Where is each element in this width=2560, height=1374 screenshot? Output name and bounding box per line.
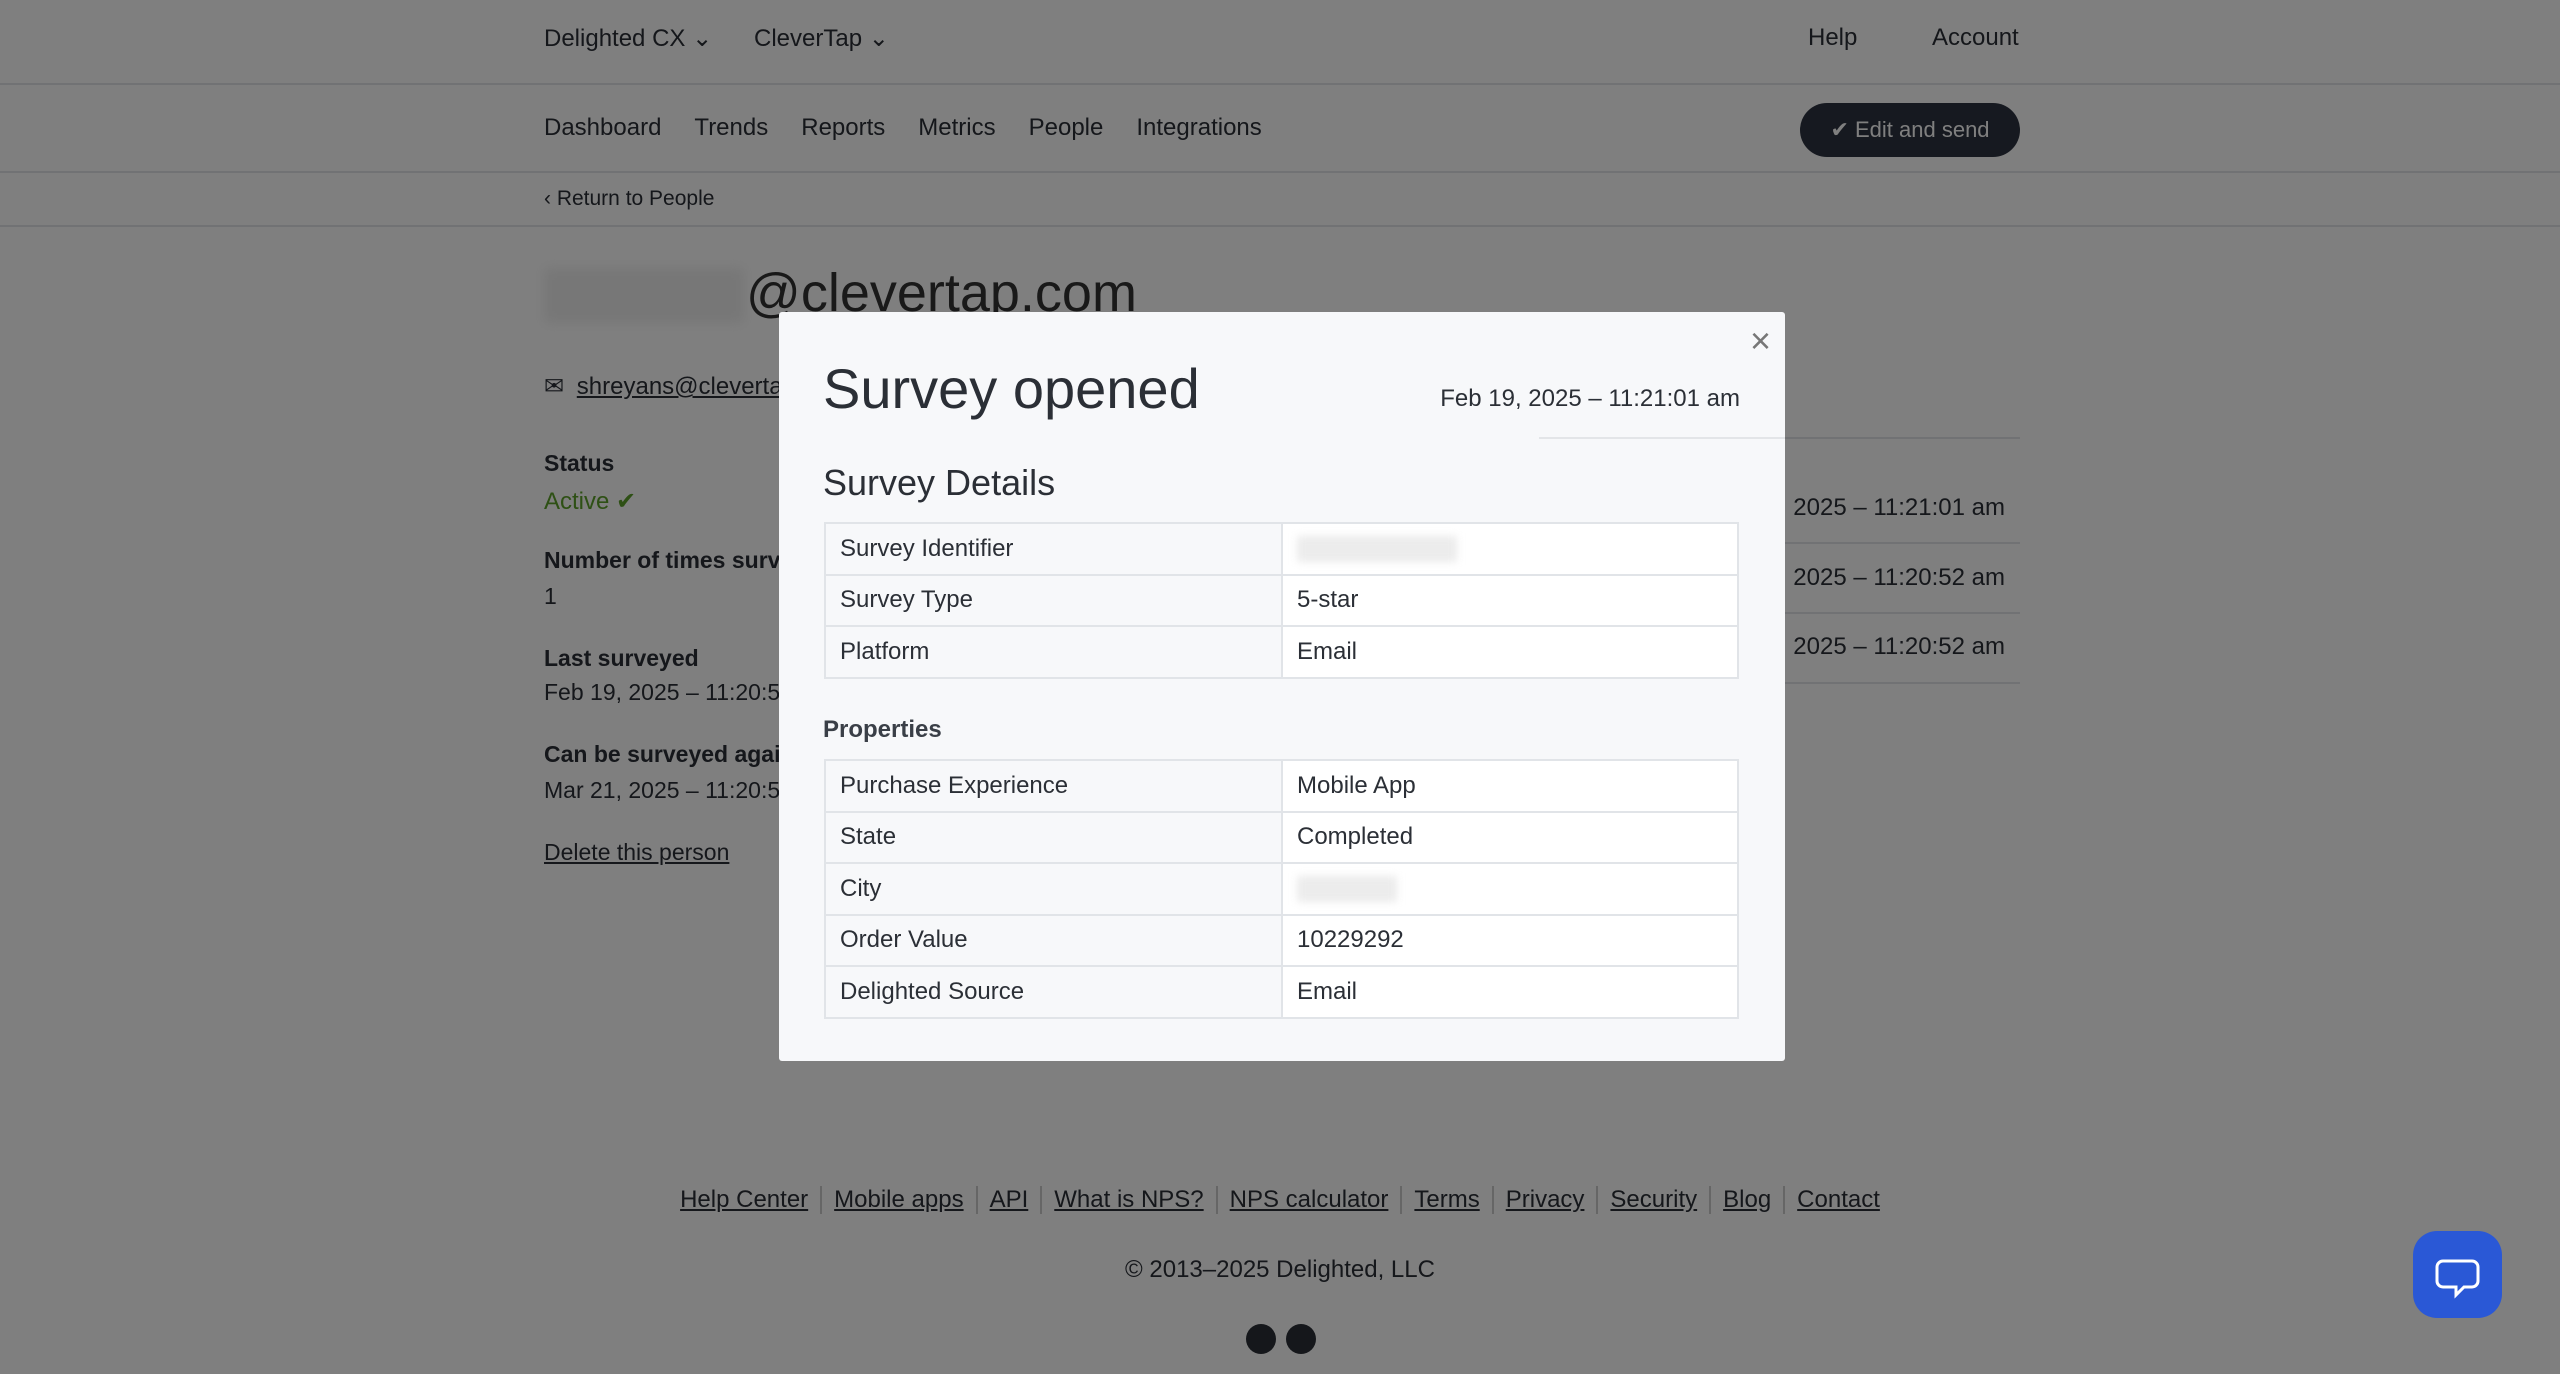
row: Delighted Source Email xyxy=(824,965,1739,1019)
row: Order Value 10229292 xyxy=(824,913,1739,967)
chat-icon xyxy=(2435,1259,2480,1299)
row: Survey Identifier xyxy=(824,522,1739,576)
cell-value: Email xyxy=(1281,625,1739,679)
cell-value xyxy=(1281,522,1739,576)
modal: × Survey opened Feb 19, 2025 – 11:21:01 … xyxy=(779,312,1785,1061)
blurred-value xyxy=(1297,536,1457,563)
section-heading: Properties xyxy=(823,716,942,743)
row: State Completed xyxy=(824,810,1739,864)
modal-title: Survey opened xyxy=(823,357,1200,420)
cell-value: 5-star xyxy=(1281,573,1739,627)
details-table: Survey Identifier Survey Type 5-star Plat… xyxy=(824,522,1739,679)
cell-value: 10229292 xyxy=(1281,913,1739,967)
cell-value: Email xyxy=(1281,965,1739,1019)
cell-label: Platform xyxy=(824,625,1283,679)
cell-value: Mobile App xyxy=(1281,759,1739,813)
row: Survey Type 5-star xyxy=(824,573,1739,627)
close-button[interactable]: × xyxy=(1749,320,1771,361)
divider xyxy=(1539,437,1785,439)
row: Platform Email xyxy=(824,625,1739,679)
cell-label: Delighted Source xyxy=(824,965,1283,1019)
row: Purchase Experience Mobile App xyxy=(824,759,1739,813)
cell-label: City xyxy=(824,862,1283,916)
cell-value xyxy=(1281,862,1739,916)
cell-value: Completed xyxy=(1281,810,1739,864)
row: City xyxy=(824,862,1739,916)
cell-label: Order Value xyxy=(824,913,1283,967)
modal-date: Feb 19, 2025 – 11:21:01 am xyxy=(1440,385,1740,412)
section-heading: Survey Details xyxy=(823,462,1056,503)
chat-button[interactable] xyxy=(2413,1231,2502,1318)
chat-glyph xyxy=(2435,1259,2480,1299)
properties-table: Purchase Experience Mobile App State Compl… xyxy=(824,759,1739,1019)
blurred-value xyxy=(1297,876,1397,903)
cell-label: State xyxy=(824,810,1283,864)
cell-label: Survey Identifier xyxy=(824,522,1283,576)
cell-label: Purchase Experience xyxy=(824,759,1283,813)
cell-label: Survey Type xyxy=(824,573,1283,627)
